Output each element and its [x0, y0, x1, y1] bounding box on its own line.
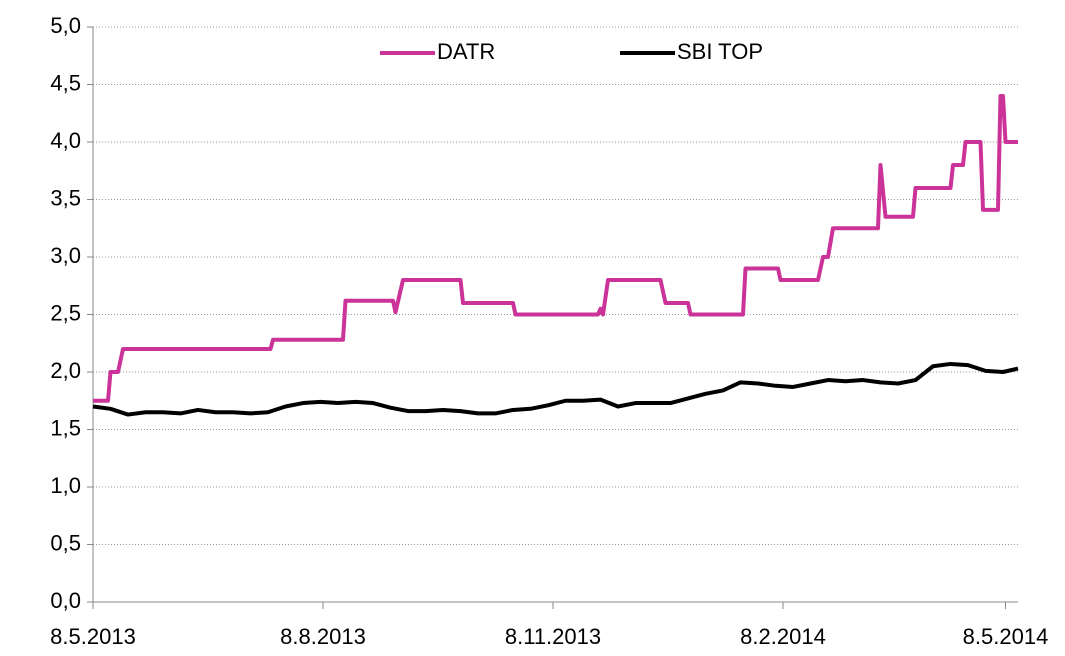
y-tick-label: 3,5 [50, 185, 81, 210]
y-tick-label: 2,5 [50, 300, 81, 325]
y-tick-label: 1,5 [50, 415, 81, 440]
x-tick-label: 8.8.2013 [280, 624, 366, 649]
series-line [93, 94, 1018, 403]
x-tick-label: 8.5.2014 [963, 624, 1049, 649]
y-tick-label: 4,5 [50, 70, 81, 95]
y-tick-label: 5,0 [50, 13, 81, 38]
x-tick-label: 8.11.2013 [505, 624, 601, 649]
series-line [92, 361, 1019, 417]
y-tick-label: 2,0 [50, 358, 81, 383]
y-tick-label: 4,0 [50, 128, 81, 153]
y-tick-label: 3,0 [50, 243, 81, 268]
x-tick-label: 8.5.2013 [50, 624, 136, 649]
y-tick-label: 0,0 [50, 588, 81, 613]
x-tick-label: 8.2.2014 [740, 624, 826, 649]
legend-label: DATR [437, 39, 495, 64]
y-tick-label: 0,5 [50, 530, 81, 555]
legend-label: SBI TOP [677, 39, 763, 64]
y-tick-label: 1,0 [50, 473, 81, 498]
